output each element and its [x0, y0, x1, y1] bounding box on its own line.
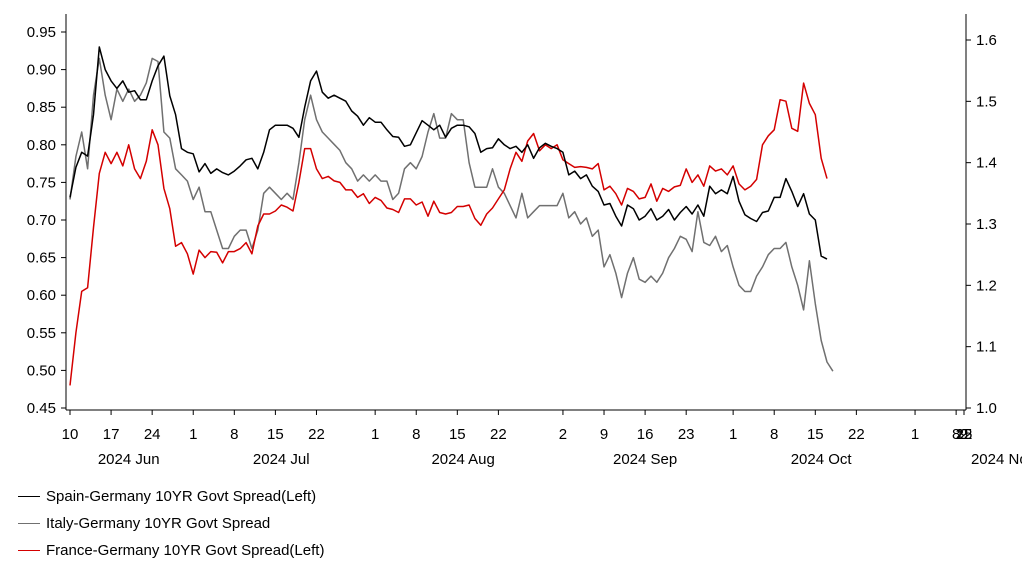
x-tick-label: 15 — [449, 426, 466, 443]
x-month-label: 2024 Oct — [791, 451, 853, 468]
x-tick-label: 8 — [770, 426, 778, 443]
legend-item-italy: Italy-Germany 10YR Govt Spread — [18, 510, 324, 537]
x-tick-label: 8 — [952, 426, 960, 443]
right-tick-label: 1.0 — [976, 400, 997, 417]
spread-line-chart: 0.45 0.50 0.55 0.60 0.65 0.70 0.75 0.80 0.85 0.90… — [27, 14, 1022, 468]
x-tick-label: 1 — [371, 426, 379, 443]
left-tick-label: 0.65 — [27, 250, 56, 267]
x-tick-label: 9 — [600, 426, 608, 443]
x-tick-label: 2 — [559, 426, 567, 443]
x-tick-label: 1 — [729, 426, 737, 443]
x-tick-label: 15 — [956, 426, 973, 443]
right-y-axis: 1.0 1.1 1.2 1.3 1.4 1.5 1.6 — [966, 32, 997, 417]
left-tick-label: 0.45 — [27, 400, 56, 417]
left-tick-label: 0.90 — [27, 62, 56, 79]
right-tick-label: 1.4 — [976, 155, 997, 172]
legend-label-italy: Italy-Germany 10YR Govt Spread — [46, 515, 271, 532]
x-month-label: 2024 Sep — [613, 451, 677, 468]
x-tick-label: 16 — [637, 426, 654, 443]
legend-item-france: France-Germany 10YR Govt Spread(Left) — [18, 537, 324, 564]
legend: Spain-Germany 10YR Govt Spread(Left) Ita… — [18, 483, 324, 564]
right-tick-label: 1.1 — [976, 339, 997, 356]
x-month-label: 2024 Jul — [253, 451, 310, 468]
x-tick-label: 24 — [144, 426, 161, 443]
x-tick-label: 22 — [956, 426, 973, 443]
x-month-label: 2024 Jun — [98, 451, 160, 468]
left-y-axis: 0.45 0.50 0.55 0.60 0.65 0.70 0.75 0.80 0.85 0.90… — [27, 24, 66, 417]
plot-frame — [65, 14, 967, 411]
x-tick-label: 9 — [960, 426, 968, 443]
left-tick-label: 0.60 — [27, 287, 56, 304]
x-tick-label: 1 — [911, 426, 919, 443]
x-tick-label: 8 — [230, 426, 238, 443]
left-tick-label: 0.55 — [27, 325, 56, 342]
left-tick-label: 0.70 — [27, 212, 56, 229]
x-month-label: 2024 Nov — [971, 451, 1022, 468]
left-tick-label: 0.75 — [27, 174, 56, 191]
right-tick-label: 1.6 — [976, 32, 997, 49]
legend-item-spain: Spain-Germany 10YR Govt Spread(Left) — [18, 483, 324, 510]
x-month-label: 2024 Aug — [431, 451, 494, 468]
right-tick-label: 1.3 — [976, 216, 997, 233]
left-tick-label: 0.80 — [27, 137, 56, 154]
x-tick-label: 8 — [412, 426, 420, 443]
x-tick-label: 10 — [62, 426, 79, 443]
legend-swatch-spain — [18, 496, 40, 497]
legend-swatch-italy — [18, 523, 40, 524]
x-tick-label: 15 — [267, 426, 284, 443]
legend-label-spain: Spain-Germany 10YR Govt Spread(Left) — [46, 488, 317, 505]
left-tick-label: 0.85 — [27, 99, 56, 116]
left-tick-label: 0.50 — [27, 362, 56, 379]
right-tick-label: 1.5 — [976, 93, 997, 110]
x-tick-label: 1 — [189, 426, 197, 443]
right-tick-label: 1.2 — [976, 277, 997, 294]
x-tick-label: 22 — [308, 426, 325, 443]
legend-swatch-france — [18, 550, 40, 551]
x-axis: 10 17 24 1 8 15 22 1 8 15 22 2 9 16 23 1 8 15 22 1 815222920… — [62, 410, 1022, 468]
x-tick-label: 15 — [807, 426, 824, 443]
x-tick-label: 23 — [678, 426, 695, 443]
x-tick-label: 22 — [848, 426, 865, 443]
left-tick-label: 0.95 — [27, 24, 56, 41]
legend-label-france: France-Germany 10YR Govt Spread(Left) — [46, 542, 325, 559]
series-line-2 — [69, 82, 828, 386]
x-tick-label: 17 — [103, 426, 120, 443]
series-line-0 — [69, 46, 828, 260]
x-tick-label: 22 — [490, 426, 507, 443]
series-line-1 — [69, 57, 834, 372]
x-tick-label: 2 — [960, 426, 968, 443]
series-layer — [69, 46, 834, 386]
